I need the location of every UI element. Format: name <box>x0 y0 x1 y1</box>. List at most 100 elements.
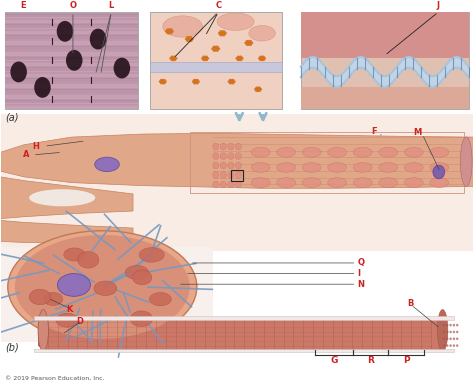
Bar <box>301 12 469 59</box>
Bar <box>5 14 138 17</box>
Ellipse shape <box>228 80 231 83</box>
Ellipse shape <box>211 47 215 50</box>
Bar <box>5 78 138 82</box>
Bar <box>5 40 138 44</box>
Ellipse shape <box>222 30 225 33</box>
Text: J: J <box>437 1 440 10</box>
Ellipse shape <box>443 344 445 347</box>
Ellipse shape <box>174 57 177 59</box>
Ellipse shape <box>353 178 372 187</box>
Ellipse shape <box>236 57 238 59</box>
Ellipse shape <box>251 147 270 157</box>
Ellipse shape <box>259 59 262 61</box>
Ellipse shape <box>246 43 249 46</box>
Ellipse shape <box>171 59 173 61</box>
Ellipse shape <box>205 59 208 61</box>
Text: A: A <box>23 151 30 159</box>
Ellipse shape <box>189 36 192 38</box>
Ellipse shape <box>34 77 51 98</box>
Bar <box>5 35 138 39</box>
Ellipse shape <box>236 143 241 150</box>
Ellipse shape <box>196 82 199 84</box>
Ellipse shape <box>171 30 173 33</box>
Ellipse shape <box>220 162 227 169</box>
Ellipse shape <box>193 79 196 81</box>
Ellipse shape <box>214 48 217 50</box>
Ellipse shape <box>173 56 176 58</box>
Ellipse shape <box>114 58 130 78</box>
Text: M: M <box>413 128 422 137</box>
Ellipse shape <box>15 235 190 339</box>
Ellipse shape <box>204 57 206 59</box>
Ellipse shape <box>456 331 458 333</box>
Ellipse shape <box>262 59 264 61</box>
Ellipse shape <box>160 82 163 84</box>
Ellipse shape <box>220 152 227 159</box>
Polygon shape <box>0 220 133 243</box>
Polygon shape <box>0 133 474 188</box>
Ellipse shape <box>443 338 445 340</box>
Text: D: D <box>77 317 83 326</box>
Ellipse shape <box>8 231 197 343</box>
Ellipse shape <box>263 57 266 59</box>
Ellipse shape <box>171 56 173 58</box>
Ellipse shape <box>438 310 448 351</box>
Bar <box>5 62 138 66</box>
Ellipse shape <box>258 57 261 59</box>
Ellipse shape <box>379 178 398 187</box>
Ellipse shape <box>213 49 216 52</box>
Ellipse shape <box>172 57 174 59</box>
Bar <box>5 30 138 33</box>
Ellipse shape <box>160 79 163 81</box>
Ellipse shape <box>248 43 252 46</box>
Bar <box>301 12 469 109</box>
Ellipse shape <box>456 324 458 326</box>
Ellipse shape <box>446 344 448 347</box>
Ellipse shape <box>453 344 455 347</box>
Ellipse shape <box>247 42 250 44</box>
Ellipse shape <box>78 251 99 268</box>
Ellipse shape <box>170 57 173 59</box>
Ellipse shape <box>261 57 263 59</box>
Ellipse shape <box>217 13 254 30</box>
Ellipse shape <box>456 338 458 340</box>
Ellipse shape <box>189 40 192 42</box>
Ellipse shape <box>215 49 219 52</box>
Ellipse shape <box>328 147 346 157</box>
Ellipse shape <box>10 62 27 82</box>
Ellipse shape <box>162 81 164 83</box>
Ellipse shape <box>186 40 190 42</box>
Bar <box>5 73 138 76</box>
Bar <box>5 12 138 109</box>
Text: R: R <box>367 356 374 365</box>
Text: (b): (b) <box>5 343 19 353</box>
Ellipse shape <box>139 248 164 262</box>
Text: P: P <box>403 356 410 365</box>
Ellipse shape <box>277 147 296 157</box>
Ellipse shape <box>213 162 219 169</box>
Polygon shape <box>38 319 445 350</box>
Bar <box>231 170 243 182</box>
Ellipse shape <box>163 79 165 81</box>
Ellipse shape <box>57 21 73 42</box>
Ellipse shape <box>130 311 153 327</box>
Ellipse shape <box>231 82 234 84</box>
Bar <box>150 12 282 109</box>
Ellipse shape <box>217 47 220 50</box>
Ellipse shape <box>43 293 63 306</box>
Ellipse shape <box>29 289 51 305</box>
Ellipse shape <box>236 162 241 169</box>
Ellipse shape <box>257 88 259 90</box>
Text: L: L <box>109 1 114 10</box>
Ellipse shape <box>246 40 249 42</box>
Ellipse shape <box>302 178 321 187</box>
Bar <box>301 87 469 109</box>
Ellipse shape <box>259 56 262 58</box>
Ellipse shape <box>453 324 455 326</box>
Bar <box>5 105 138 109</box>
Bar <box>5 24 138 28</box>
Text: N: N <box>357 280 365 289</box>
Ellipse shape <box>94 281 117 296</box>
Ellipse shape <box>163 82 165 84</box>
Ellipse shape <box>353 147 372 157</box>
